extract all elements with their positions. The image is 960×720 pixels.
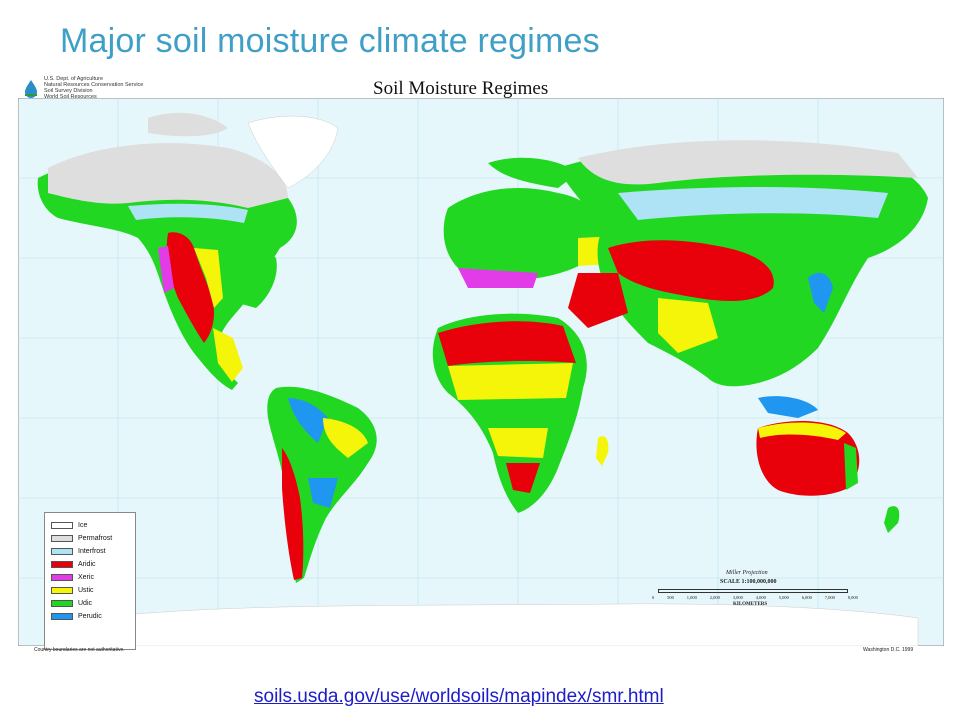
scale-tick: 5,000 (778, 595, 789, 600)
agency-line: World Soil Resources (44, 94, 97, 100)
map-scale: SCALE 1:100,000,000 (720, 579, 777, 585)
legend-label: Interfrost (78, 548, 106, 555)
australia (756, 421, 900, 533)
legend-swatch-interfrost (51, 548, 73, 555)
source-link[interactable]: soils.usda.gov/use/worldsoils/mapindex/s… (254, 686, 664, 707)
europe (443, 157, 628, 288)
scale-tick: 2,000 (709, 595, 720, 600)
legend-swatch-ustic (51, 587, 73, 594)
projection-scale-block: Miller Projection SCALE 1:100,000,000 0 … (648, 570, 858, 616)
agency-line: Natural Resources Conservation Service (44, 82, 144, 88)
world-map (18, 98, 944, 646)
legend-item: Permafrost (51, 532, 135, 545)
usda-logo-icon (25, 80, 37, 98)
boundary-disclaimer: Country boundaries are not authoritative… (34, 647, 125, 653)
legend-item: Interfrost (51, 545, 135, 558)
north-america (37, 112, 339, 390)
legend-label: Permafrost (78, 535, 113, 542)
legend-item: Aridic (51, 558, 135, 571)
legend-label: Perudic (78, 613, 102, 620)
scale-ticks: 0 500 1,000 2,000 3,000 4,000 5,000 6,00… (652, 595, 858, 600)
antarctica (97, 603, 919, 646)
soil-moisture-map: U.S. Dept. of Agriculture Natural Resour… (18, 72, 944, 655)
legend-swatch-perudic (51, 613, 73, 620)
legend-item: Xeric (51, 571, 135, 584)
legend-item: Udic (51, 597, 135, 610)
legend-swatch-permafrost (51, 535, 73, 542)
legend-swatch-udic (51, 600, 73, 607)
legend-label: Aridic (78, 561, 96, 568)
scale-tick: 6,000 (801, 595, 812, 600)
legend-label: Ice (78, 522, 88, 529)
asia (558, 140, 928, 418)
scale-bar (658, 589, 848, 593)
legend-item: Ice (51, 519, 135, 532)
scale-tick: 0 (652, 595, 655, 600)
scale-tick: 7,000 (824, 595, 835, 600)
agency-line: Soil Survey Division (44, 88, 93, 94)
scale-tick: 3,000 (732, 595, 743, 600)
greenland (247, 115, 339, 189)
map-title: Soil Moisture Regimes (373, 78, 549, 99)
scale-tick: 500 (667, 595, 674, 600)
scale-tick: 8,000 (847, 595, 858, 600)
agency-line: U.S. Dept. of Agriculture (44, 76, 103, 82)
legend-label: Ustic (78, 587, 94, 594)
scale-unit: KILOMETERS (733, 602, 768, 607)
legend-label: Xeric (78, 574, 94, 581)
agency-lines: U.S. Dept. of Agriculture Natural Resour… (44, 76, 143, 100)
slide-title: Major soil moisture climate regimes (60, 22, 600, 60)
projection-name: Miller Projection (726, 570, 768, 576)
legend-swatch-aridic (51, 561, 73, 568)
legend-label: Udic (78, 600, 93, 607)
south-america (267, 386, 377, 583)
legend-item: Ustic (51, 584, 135, 597)
scale-tick: 1,000 (686, 595, 697, 600)
map-legend: Ice Permafrost Interfrost Aridic Xeric U… (44, 512, 136, 650)
scale-tick: 4,000 (755, 595, 766, 600)
legend-swatch-ice (51, 522, 73, 529)
legend-swatch-xeric (51, 574, 73, 581)
map-date-note: Washington D.C. 1999 (863, 647, 914, 653)
africa (432, 313, 609, 513)
legend-item: Perudic (51, 610, 135, 623)
